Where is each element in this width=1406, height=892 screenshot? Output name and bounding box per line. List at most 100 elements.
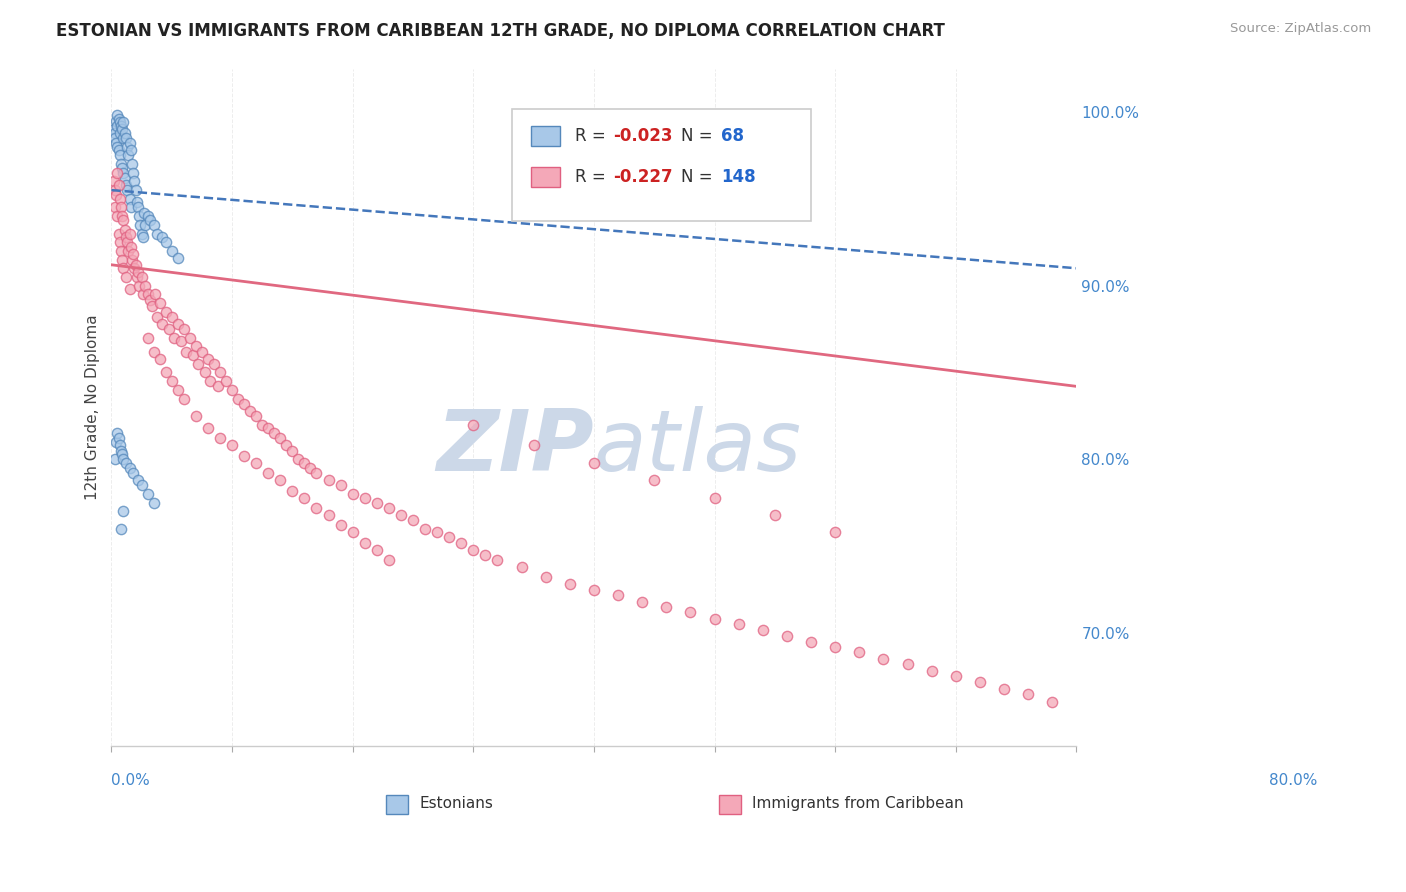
Point (631, 595, 654, 609)
Point (993, 681, 1015, 696)
Point (131, 227, 153, 241)
Point (115, 269, 138, 284)
Point (221, 438, 243, 452)
Point (127, 473, 149, 487)
FancyBboxPatch shape (531, 167, 560, 187)
Point (510, 560, 533, 574)
Point (150, 230, 173, 244)
Point (118, 461, 141, 475)
Point (107, 178, 129, 192)
Point (111, 161, 134, 175)
Point (353, 491, 375, 505)
Point (305, 466, 328, 480)
Point (121, 157, 143, 171)
Point (127, 201, 149, 215)
Point (115, 131, 138, 145)
Point (107, 227, 129, 241)
Point (160, 310, 183, 324)
Point (115, 235, 138, 250)
Point (703, 491, 725, 505)
Point (104, 452, 127, 467)
Point (752, 623, 775, 637)
FancyBboxPatch shape (531, 126, 560, 146)
Point (776, 630, 799, 644)
Point (120, 240, 142, 254)
Point (366, 496, 388, 510)
Point (121, 252, 143, 267)
Point (110, 443, 132, 458)
Text: -0.023: -0.023 (613, 128, 672, 145)
Point (1040, 696, 1063, 710)
Point (194, 366, 217, 380)
Text: ZIP: ZIP (436, 407, 593, 490)
Point (378, 500, 401, 515)
Point (107, 426, 129, 441)
Point (107, 143, 129, 157)
Point (848, 645, 870, 659)
Point (945, 669, 967, 683)
Point (146, 310, 169, 324)
Point (146, 227, 169, 241)
Point (257, 466, 280, 480)
Text: R =: R = (575, 168, 610, 186)
Point (197, 351, 219, 366)
Point (474, 548, 496, 562)
Point (118, 136, 141, 151)
Point (179, 331, 201, 345)
Point (136, 331, 159, 345)
Point (969, 674, 991, 689)
Point (110, 201, 132, 215)
Point (523, 438, 546, 452)
Point (131, 478, 153, 492)
Point (800, 634, 823, 648)
Point (160, 374, 183, 388)
Point (202, 357, 225, 371)
Point (281, 483, 304, 498)
Point (184, 409, 207, 423)
Y-axis label: 12th Grade, No Diploma: 12th Grade, No Diploma (86, 314, 100, 500)
Point (108, 115, 131, 129)
Point (233, 397, 256, 411)
Point (115, 230, 138, 244)
Point (124, 261, 146, 276)
Point (124, 174, 146, 188)
Point (174, 344, 197, 359)
Point (129, 218, 152, 232)
Point (269, 432, 291, 446)
Point (134, 218, 156, 232)
Point (305, 500, 328, 515)
Point (463, 542, 485, 557)
Point (112, 212, 135, 227)
Point (294, 491, 316, 505)
Text: ESTONIAN VS IMMIGRANTS FROM CARIBBEAN 12TH GRADE, NO DIPLOMA CORRELATION CHART: ESTONIAN VS IMMIGRANTS FROM CARIBBEAN 12… (56, 22, 945, 40)
FancyBboxPatch shape (387, 795, 408, 814)
Point (117, 244, 139, 258)
Point (105, 113, 128, 128)
Point (215, 374, 238, 388)
Point (108, 235, 131, 250)
Text: 68: 68 (721, 128, 744, 145)
Text: Immigrants from Caribbean: Immigrants from Caribbean (752, 796, 963, 811)
Point (111, 252, 134, 267)
Point (142, 218, 165, 232)
Point (108, 148, 131, 162)
Point (128, 209, 150, 223)
Point (250, 417, 273, 432)
Point (108, 126, 131, 140)
Point (197, 421, 219, 435)
Point (437, 531, 460, 545)
Point (107, 432, 129, 446)
Point (108, 192, 131, 206)
Point (104, 183, 127, 197)
Point (128, 278, 150, 293)
Point (166, 383, 188, 397)
Point (170, 334, 193, 349)
Point (115, 139, 138, 153)
Text: 0.0%: 0.0% (111, 773, 150, 788)
Point (117, 148, 139, 162)
Text: 80.0%: 80.0% (1270, 773, 1317, 788)
Point (120, 201, 142, 215)
Point (139, 212, 162, 227)
Text: 148: 148 (721, 168, 756, 186)
Point (824, 640, 846, 654)
